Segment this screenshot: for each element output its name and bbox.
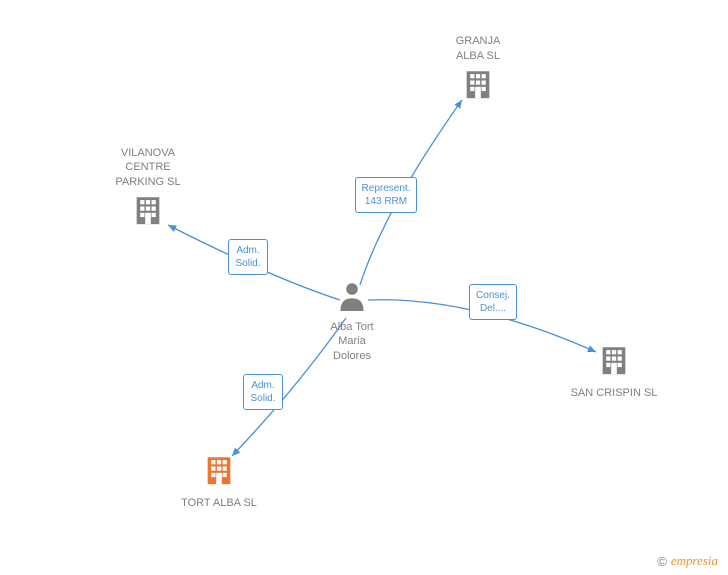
person-icon <box>338 281 366 316</box>
node-tort-alba[interactable]: TORT ALBA SL <box>181 453 257 510</box>
edge-label: Consej. Del.... <box>469 284 517 320</box>
building-icon <box>597 343 631 382</box>
node-san-crispin[interactable]: SAN CRISPIN SL <box>571 343 658 400</box>
edge-label: Adm. Solid. <box>243 374 282 410</box>
node-label: GRANJA ALBA SL <box>456 34 501 63</box>
building-icon <box>131 193 165 232</box>
edge-label: Represent. 143 RRM <box>355 177 418 213</box>
node-label: TORT ALBA SL <box>181 496 257 510</box>
building-icon <box>202 453 236 492</box>
node-alba-tort[interactable]: Alba Tort Maria Dolores <box>330 281 373 363</box>
node-label: VILANOVA CENTRE PARKING SL <box>115 146 180 189</box>
footer: © empresia <box>657 553 718 569</box>
copyright-symbol: © <box>657 554 667 569</box>
node-label: SAN CRISPIN SL <box>571 386 658 400</box>
node-granja-alba[interactable]: GRANJA ALBA SL <box>456 34 501 106</box>
brand-name: empresia <box>671 553 718 569</box>
building-icon <box>461 67 495 106</box>
node-vilanova[interactable]: VILANOVA CENTRE PARKING SL <box>115 146 180 232</box>
edge-label: Adm. Solid. <box>228 239 267 275</box>
node-label: Alba Tort Maria Dolores <box>330 320 373 363</box>
